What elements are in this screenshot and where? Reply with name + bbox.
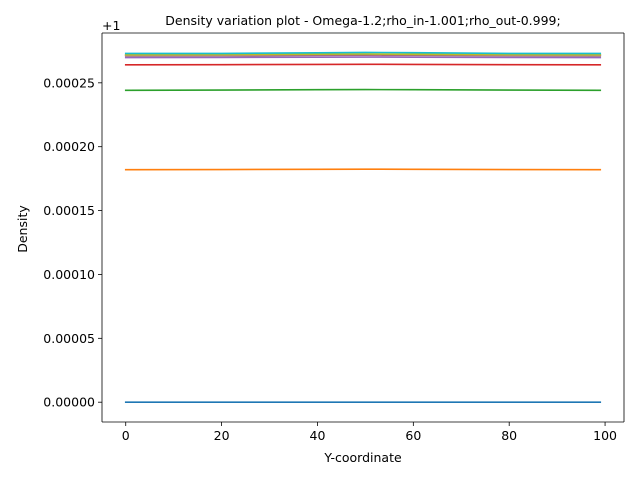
chart-title: Density variation plot - Omega-1.2;rho_i… (165, 13, 560, 28)
x-tick-label-3: 60 (405, 428, 421, 443)
y-tick-label-1: 0.00005 (43, 331, 95, 346)
y-tick-label-3: 0.00015 (43, 203, 95, 218)
series-line-8 (124, 53, 602, 56)
y-tick-label-5: 0.00025 (43, 75, 95, 90)
series-line-4 (124, 56, 602, 59)
series-line-1 (124, 168, 602, 171)
x-tick-label-2: 40 (310, 428, 326, 443)
series-line-2 (124, 88, 602, 92)
x-axis-label: Y-coordinate (323, 450, 402, 465)
series-line-9 (124, 51, 602, 55)
y-axis-label: Density (15, 205, 30, 253)
y-tick-label-2: 0.00010 (43, 267, 95, 282)
plot-area: 0 20 40 60 80 100 0.00000 0.00005 0.00010 0.00015… (43, 32, 625, 443)
y-tick-label-4: 0.00020 (43, 139, 95, 154)
x-tick-label-1: 20 (214, 428, 230, 443)
x-tick-label-0: 0 (122, 428, 130, 443)
x-tick-label-4: 80 (501, 428, 517, 443)
y-tick-label-0: 0.00000 (43, 395, 95, 410)
x-tick-label-5: 100 (593, 428, 617, 443)
series-line-3 (124, 63, 602, 66)
y-offset-text: +1 (102, 18, 120, 33)
